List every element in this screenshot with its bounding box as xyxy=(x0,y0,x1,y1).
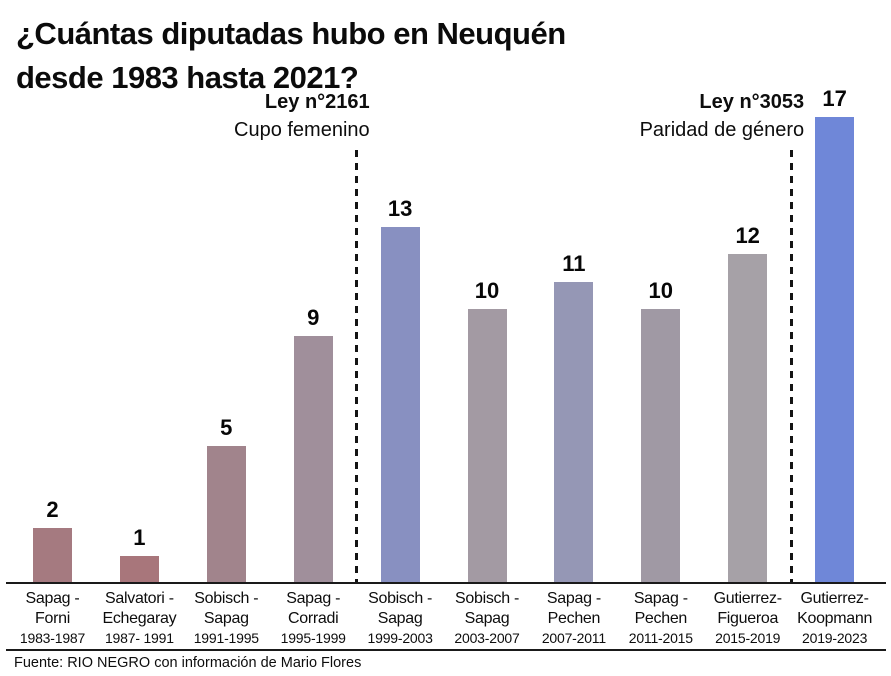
governor-name-line2: Koopmann xyxy=(797,609,873,627)
governor-name-line2: Sapag xyxy=(377,609,423,627)
governor-name-line2: Corradi xyxy=(288,609,339,627)
law-dashed-line-0 xyxy=(355,150,359,583)
governor-name-line1: Sobisch - xyxy=(194,590,259,607)
period-label: 1995-1999 xyxy=(280,630,346,646)
governor-name-line2: Forni xyxy=(35,609,70,627)
period-label: 2011-2015 xyxy=(628,630,693,646)
bar-1995-1999 xyxy=(293,336,333,583)
governor-name-line1: Salvatori - xyxy=(105,590,174,607)
period-label: 2019-2023 xyxy=(802,630,868,646)
governor-name-line1: Sobisch - xyxy=(368,590,433,607)
period-label: 2007-2011 xyxy=(541,630,606,646)
x-axis-baseline xyxy=(6,582,886,584)
governor-name-line1: Gutierrez- xyxy=(713,590,782,607)
bar-1983-1987 xyxy=(33,528,72,583)
bar-value-label: 10 xyxy=(648,278,674,303)
governor-name-line1: Sapag - xyxy=(546,590,601,607)
bar-1991-1995 xyxy=(206,446,246,583)
category-label: Sapag - Pechen 2011-2015 xyxy=(615,589,707,649)
bar-1987- 1991 xyxy=(119,556,159,583)
title-line-1: ¿Cuántas diputadas hubo en Neuquén xyxy=(16,16,566,51)
governor-name-line2: Pechen xyxy=(547,609,601,627)
bar-value-label: 13 xyxy=(387,196,413,221)
law-number-label: Ley n°3053 xyxy=(699,91,805,113)
period-label: 1991-1995 xyxy=(193,630,259,646)
law-dashed-line-1 xyxy=(789,150,793,583)
bar-value-label: 5 xyxy=(220,415,233,440)
governor-name-line1: Sapag - xyxy=(25,590,80,607)
bar-value-label: 11 xyxy=(562,251,586,276)
category-label: Sobisch - Sapag 1991-1995 xyxy=(180,589,272,649)
governor-name-line2: Sapag xyxy=(464,609,510,627)
period-label: 2015-2019 xyxy=(715,630,781,646)
law-description-label: Cupo femenino xyxy=(234,119,370,141)
bar-1999-2003 xyxy=(380,227,420,583)
period-label: 1999-2003 xyxy=(367,630,433,646)
bar-2011-2015 xyxy=(641,309,681,583)
category-label: Sapag - Pechen 2007-2011 xyxy=(528,589,620,649)
law-description-label: Paridad de género xyxy=(639,119,805,141)
title-line-2: desde 1983 hasta 2021? xyxy=(16,60,359,95)
category-label: Gutierrez- Figueroa 2015-2019 xyxy=(702,589,794,649)
bar-2019-2023 xyxy=(815,117,855,583)
bar-value-label: 9 xyxy=(307,305,320,330)
governor-name-line2: Sapag xyxy=(203,609,249,627)
source-credit: Fuente: RIO NEGRO con información de Mar… xyxy=(14,655,362,671)
governor-name-line2: Pechen xyxy=(634,609,688,627)
bar-value-label: 12 xyxy=(735,223,760,248)
governor-name-line1: Sobisch - xyxy=(455,590,519,607)
footer-divider xyxy=(6,649,886,651)
bar-2003-2007 xyxy=(467,309,507,583)
governor-name-line1: Sapag - xyxy=(286,590,341,607)
category-label: Gutierrez- Koopmann 2019-2023 xyxy=(789,589,881,649)
period-label: 2003-2007 xyxy=(454,630,520,646)
period-label: 1987- 1991 xyxy=(104,630,174,646)
category-label: Sapag - Corradi 1995-1999 xyxy=(267,589,359,649)
bar-value-label: 2 xyxy=(46,497,59,522)
category-label: Salvatori - Echegaray 1987- 1991 xyxy=(93,589,185,649)
category-label: Sobisch - Sapag 2003-2007 xyxy=(441,589,533,649)
law-number-label: Ley n°2161 xyxy=(264,91,370,113)
law-annotation-0: Ley n°2161 Cupo femenino xyxy=(90,88,370,144)
governor-name-line2: Echegaray xyxy=(102,609,177,627)
category-label: Sobisch - Sapag 1999-2003 xyxy=(354,589,446,649)
category-label: Sapag - Forni 1983-1987 xyxy=(7,589,99,649)
page-title: ¿Cuántas diputadas hubo en Neuquén desde… xyxy=(16,12,566,100)
governor-name-line1: Gutierrez- xyxy=(800,590,869,607)
bar-2007-2011 xyxy=(554,282,594,583)
law-annotation-1: Ley n°3053 Paridad de género xyxy=(524,88,805,144)
period-label: 1983-1987 xyxy=(19,630,86,646)
bar-value-label: 1 xyxy=(133,525,146,550)
bar-value-label: 17 xyxy=(822,86,847,111)
bar-value-label: 10 xyxy=(474,278,500,303)
bar-2015-2019 xyxy=(728,254,768,583)
governor-name-line2: Figueroa xyxy=(717,609,779,627)
governor-name-line1: Sapag - xyxy=(633,590,688,607)
